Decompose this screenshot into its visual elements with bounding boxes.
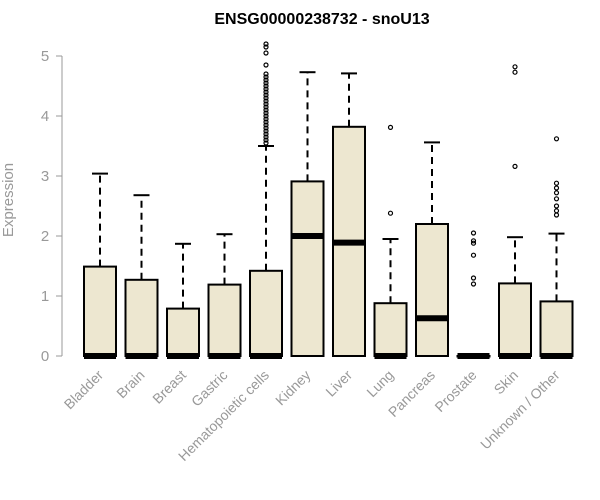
outlier-point <box>263 44 269 50</box>
box-bladder <box>83 172 117 359</box>
x-tick-label: Liver <box>322 367 355 400</box>
outlier-point <box>470 252 477 258</box>
outlier-point <box>553 190 560 196</box>
outlier-point <box>553 212 560 218</box>
y-tick-label: 1 <box>41 288 49 305</box>
outlier-point <box>263 86 269 92</box>
outlier-point <box>263 122 269 128</box>
y-tick-label: 0 <box>41 348 49 365</box>
outlier-point <box>470 240 477 246</box>
x-tick-label: Brain <box>113 367 147 401</box>
outlier-point <box>263 89 269 95</box>
outlier-point <box>263 62 269 68</box>
outlier-point <box>263 77 269 83</box>
outlier-point <box>263 98 269 104</box>
outlier-point <box>263 101 269 107</box>
box-rect <box>83 265 117 358</box>
x-tick-label: Lung <box>363 367 396 400</box>
outlier-point <box>263 80 269 86</box>
box-rect <box>498 282 532 357</box>
outlier-point <box>263 125 269 131</box>
outlier-point <box>263 140 269 146</box>
outlier-point <box>263 50 269 56</box>
box-prostate <box>456 230 491 359</box>
x-tick-label: Prostate <box>431 367 479 415</box>
x-tick-label: Breast <box>149 367 189 407</box>
box-breast <box>166 242 200 359</box>
box-kidney <box>290 71 325 357</box>
outlier-point <box>263 41 269 47</box>
outlier-point <box>470 275 477 281</box>
x-tick-label: Skin <box>491 367 522 398</box>
outlier-point <box>263 95 269 101</box>
outlier-point <box>512 69 518 75</box>
y-tick-label: 5 <box>41 48 49 65</box>
box-rect <box>166 307 200 358</box>
outlier-point <box>263 83 269 89</box>
outlier-point <box>263 134 269 140</box>
box-rect <box>124 278 159 357</box>
box-rect <box>373 302 408 358</box>
x-tick-label: Unknown / Other <box>477 367 563 453</box>
box-rect <box>415 223 449 357</box>
box-gastric <box>207 233 242 359</box>
outlier-point <box>263 107 269 113</box>
x-tick-label: Kidney <box>272 367 314 409</box>
y-tick-label: 4 <box>41 108 49 125</box>
box-lung <box>373 124 408 359</box>
outlier-point <box>553 196 560 202</box>
outlier-point <box>470 230 477 236</box>
outlier-point <box>553 180 560 186</box>
outlier-point <box>553 208 560 214</box>
box-unknown-other <box>539 136 574 359</box>
box-brain <box>124 194 159 359</box>
outlier-point <box>470 238 477 244</box>
outlier-point <box>263 71 269 77</box>
outlier-point <box>553 185 560 191</box>
box-rect <box>290 180 325 357</box>
outlier-point <box>512 64 518 70</box>
outlier-point <box>263 119 269 125</box>
x-tick-label: Bladder <box>61 367 107 413</box>
outlier-point <box>263 116 269 122</box>
box-skin <box>498 64 532 359</box>
outlier-point <box>553 203 560 209</box>
outlier-point <box>512 163 518 169</box>
outlier-point <box>263 104 269 110</box>
box-rect <box>249 269 283 357</box>
outlier-point <box>387 124 394 131</box>
box-rect <box>539 300 574 357</box>
outlier-point <box>387 210 394 216</box>
y-axis: 0 1 2 3 4 5 <box>41 48 63 365</box>
outlier-point <box>263 128 269 134</box>
outlier-point <box>263 74 269 80</box>
outlier-point <box>263 110 269 116</box>
chart-title: ENSG00000238732 - snoU13 <box>214 11 429 28</box>
box-pancreas <box>415 141 449 357</box>
outlier-point <box>263 131 269 137</box>
y-tick-label: 2 <box>41 228 49 245</box>
box-hematopoietic-cells <box>249 41 283 359</box>
outlier-point <box>263 92 269 98</box>
outlier-point <box>470 281 477 287</box>
outlier-point <box>263 137 269 143</box>
y-tick-label: 3 <box>41 168 49 185</box>
y-axis-label: Expression <box>0 163 17 237</box>
box-rect <box>207 283 242 358</box>
box-liver <box>332 72 366 357</box>
outlier-point <box>263 113 269 119</box>
outlier-point <box>553 136 560 142</box>
boxes-group <box>83 41 574 359</box>
